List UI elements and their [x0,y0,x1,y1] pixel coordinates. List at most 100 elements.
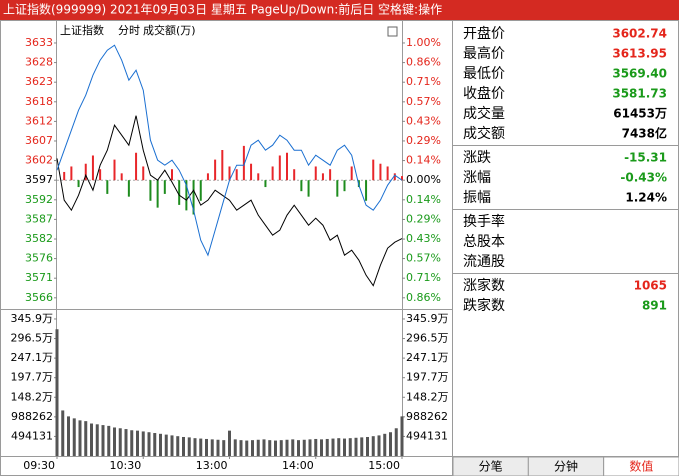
quote-label: 成交额 [463,125,505,142]
volume-bar [308,439,312,456]
strength-bar [99,169,102,181]
y-tick-label: 148.2万 [11,390,54,403]
x-tick-label: 14:00 [282,459,314,472]
y-tick-label-right: 247.1万 [406,351,449,364]
strength-bar [171,169,173,181]
strength-bar [350,166,353,181]
chart-header-item: 分时 [118,24,140,37]
volume-bar [107,425,111,456]
tab-label[interactable]: 分笔 [479,459,503,474]
volume-bar [210,439,214,456]
y-tick-label-right: 988262 [406,410,448,423]
y-tick-label: 3587 [25,212,53,225]
strength-bar [293,169,296,181]
volume-bar [360,437,364,456]
volume-bar [337,438,341,456]
volume-bar [67,416,70,456]
y-tick-label: 3612 [25,114,53,127]
y-tick-label-right: 148.2万 [406,390,449,403]
settings-icon[interactable] [387,26,398,37]
volume-bar [222,440,226,456]
volume-bar [72,418,76,456]
volume-bar [90,423,93,456]
volume-bar [291,439,295,456]
y2-tick-label: 0.71% [406,75,441,88]
strength-bar [393,173,396,181]
strength-bar [286,152,288,181]
volume-bar [118,428,122,456]
quote-value: 7438亿 [622,126,667,141]
quote-label: 成交量 [463,105,505,122]
y-tick-label: 3566 [25,291,53,304]
strength-bar [70,166,73,181]
strength-bar [120,173,123,181]
quote-value: -15.31 [624,151,667,165]
strength-bar [135,152,138,181]
price-line [56,115,403,287]
y-tick-label-right: 494131 [406,429,448,442]
tab[interactable] [603,456,679,476]
volume-bar [101,425,105,456]
volume-bar [274,440,277,456]
quote-value: 3602.74 [612,27,667,41]
y2-tick-label: 0.86% [406,291,441,304]
y2-tick-label: 0.29% [406,134,441,147]
y2-tick-label: 0.43% [406,232,441,245]
strength-bar [278,155,281,181]
volume-bar [279,440,283,456]
tab-label[interactable]: 分钟 [554,459,578,474]
y2-tick-label: 0.71% [406,271,441,284]
strength-bar [264,180,267,188]
strength-bar [228,166,231,181]
volume-bar [371,436,375,456]
strength-bar [206,173,209,181]
volume-bar [113,427,116,456]
strength-bar [91,155,94,181]
volume-bar [389,432,392,456]
strength-bar [321,173,324,181]
volume-bar [348,438,352,456]
strength-bar [149,180,152,201]
quote-label: 换手率 [463,213,505,230]
y-tick-label: 3571 [25,271,53,284]
y-tick-label: 3582 [25,232,53,245]
volume-bar [61,410,65,456]
volume-bar [285,439,289,456]
volume-bar [136,430,139,456]
volume-bar [176,436,180,456]
volume-bar [268,440,272,456]
volume-bar [159,433,162,456]
volume-bar [187,437,191,456]
tab-label[interactable]: 数值 [629,459,653,474]
quote-label: 振幅 [463,190,491,206]
strength-bar [271,166,274,181]
strength-bar [401,176,403,181]
volume-bar [262,439,266,456]
strength-bar [379,163,382,181]
strength-bar [336,180,339,197]
volume-bar [394,428,398,456]
x-tick-label: 10:30 [110,459,142,472]
volume-bar [182,436,185,456]
strength-bar [365,180,368,201]
volume-bar [153,433,157,456]
volume-bar [124,429,128,456]
volume-bar [95,424,99,456]
strength-bar [84,163,87,181]
quote-label: 收盘价 [463,85,505,102]
volume-bar [400,416,404,456]
strength-bar [343,180,346,192]
strength-bar [63,171,66,181]
volume-bar [228,430,231,456]
strength-bar [221,150,224,181]
volume-bar [297,440,300,456]
y-tick-label: 988262 [11,410,53,423]
strength-bar [113,159,116,181]
y-tick-label-right: 296.5万 [406,332,449,345]
y-tick-label: 345.9万 [11,312,54,325]
strength-bar [77,180,80,188]
y2-tick-label: 0.29% [406,212,441,225]
strength-bar [106,180,109,194]
y-tick-label-right: 197.7万 [406,371,449,384]
volume-bar [147,432,151,456]
